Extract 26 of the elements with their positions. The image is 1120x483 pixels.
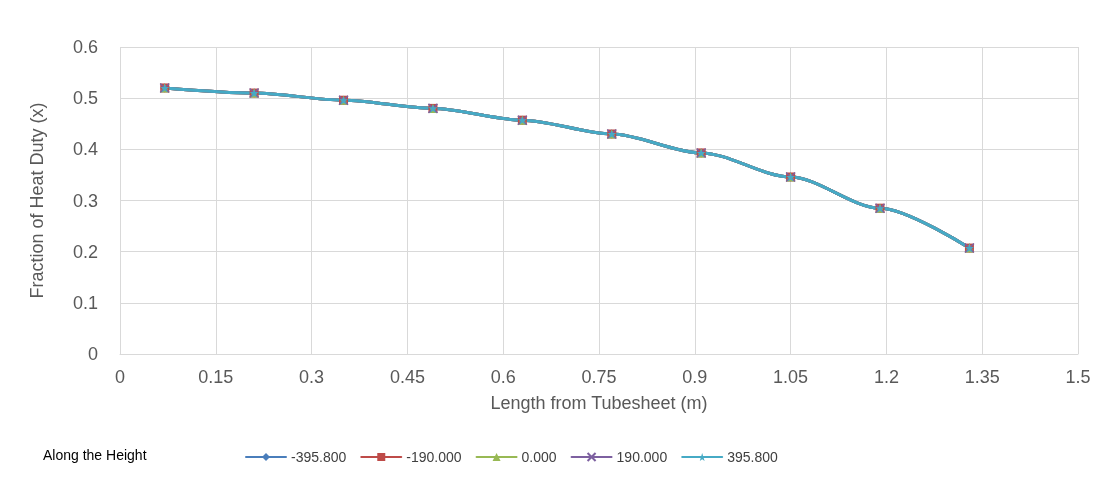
legend-label: 395.800: [727, 449, 778, 465]
x-tick-label: 0.6: [490, 367, 516, 387]
legend-label: -190.000: [406, 449, 462, 465]
x-tick-label: 1.5: [1065, 367, 1091, 387]
y-tick-label: 0.6: [72, 37, 98, 57]
x-tick-label: 0.3: [299, 367, 325, 387]
x-tick-label: 1.35: [964, 367, 1000, 387]
y-axis-title: Fraction of Heat Duty (x): [27, 102, 47, 299]
x-tick-label: 0: [114, 367, 126, 387]
y-tick-label: 0.4: [72, 139, 98, 160]
legend-label: 0.000: [521, 449, 557, 465]
x-tick-label: 0.9: [682, 367, 708, 387]
y-tick-label: 0.3: [72, 190, 98, 211]
x-tick-label: 1.05: [773, 367, 809, 387]
x-tick-label: 1.2: [873, 367, 899, 387]
x-tick-label: 0.75: [581, 367, 617, 387]
x-tick-label: 0.45: [389, 367, 425, 387]
y-tick-label: 0.1: [72, 292, 98, 313]
legend-label: -395.800: [291, 449, 347, 465]
legend-title: Along the Height: [43, 447, 147, 463]
y-tick-label: 0: [87, 344, 98, 364]
y-tick-label: 0.2: [72, 241, 98, 262]
legend-label: 190.000: [616, 449, 668, 465]
x-tick-label: 0.15: [198, 367, 234, 387]
y-tick-label: 0.5: [72, 88, 98, 109]
x-axis-title: Length from Tubesheet (m): [490, 393, 708, 413]
